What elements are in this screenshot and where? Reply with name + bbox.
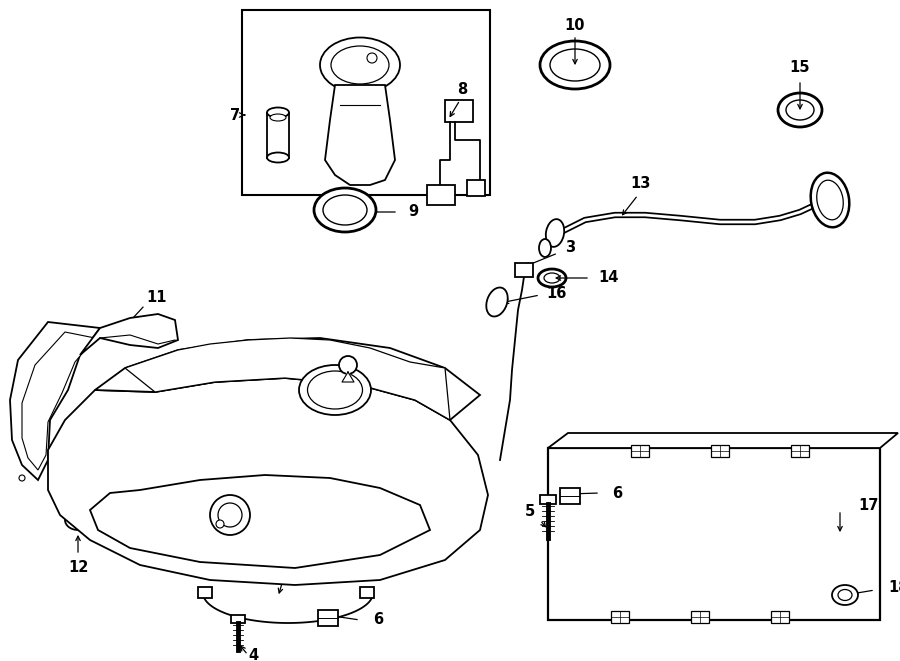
Text: 12: 12 xyxy=(68,559,88,574)
Ellipse shape xyxy=(811,173,850,227)
Text: 9: 9 xyxy=(408,204,418,219)
Polygon shape xyxy=(48,378,488,585)
Ellipse shape xyxy=(545,219,564,247)
Polygon shape xyxy=(325,85,395,185)
Circle shape xyxy=(210,495,250,535)
Ellipse shape xyxy=(320,38,400,93)
Text: 8: 8 xyxy=(457,83,467,98)
Polygon shape xyxy=(548,433,898,448)
Circle shape xyxy=(218,503,242,527)
Ellipse shape xyxy=(539,239,551,257)
Polygon shape xyxy=(95,338,480,420)
Polygon shape xyxy=(10,322,100,480)
Bar xyxy=(791,445,809,457)
Circle shape xyxy=(339,356,357,374)
Ellipse shape xyxy=(299,365,371,415)
Text: 14: 14 xyxy=(598,270,618,286)
Bar xyxy=(631,445,649,457)
Text: 1: 1 xyxy=(388,377,398,393)
Text: 16: 16 xyxy=(547,286,567,301)
Polygon shape xyxy=(125,338,450,420)
Bar xyxy=(515,263,533,277)
Text: 11: 11 xyxy=(147,290,167,305)
Ellipse shape xyxy=(65,510,91,530)
Ellipse shape xyxy=(308,371,363,409)
Text: 2: 2 xyxy=(280,555,290,570)
Bar xyxy=(611,611,629,623)
Polygon shape xyxy=(90,475,430,568)
Ellipse shape xyxy=(323,195,367,225)
Ellipse shape xyxy=(544,273,560,283)
Bar xyxy=(231,615,245,623)
Text: 13: 13 xyxy=(630,176,650,190)
Ellipse shape xyxy=(540,41,610,89)
Polygon shape xyxy=(80,314,178,355)
Ellipse shape xyxy=(314,188,376,232)
Ellipse shape xyxy=(538,269,566,287)
Text: 15: 15 xyxy=(790,61,810,75)
Bar xyxy=(560,488,580,504)
Bar xyxy=(548,448,880,620)
Circle shape xyxy=(216,520,224,528)
Polygon shape xyxy=(342,372,354,382)
Circle shape xyxy=(367,53,377,63)
Bar xyxy=(691,611,709,623)
Text: 7: 7 xyxy=(230,108,240,122)
Bar xyxy=(427,185,455,205)
Bar xyxy=(267,112,289,157)
Bar xyxy=(711,445,729,457)
Ellipse shape xyxy=(270,114,286,121)
Circle shape xyxy=(19,475,25,481)
Ellipse shape xyxy=(778,93,822,127)
Ellipse shape xyxy=(816,180,843,220)
Bar xyxy=(771,611,789,623)
Bar xyxy=(467,180,485,196)
Polygon shape xyxy=(22,332,95,470)
Bar xyxy=(242,10,490,195)
Text: 4: 4 xyxy=(248,648,258,661)
Bar xyxy=(360,587,374,598)
Text: 18: 18 xyxy=(888,580,900,596)
Ellipse shape xyxy=(267,108,289,118)
Ellipse shape xyxy=(838,590,852,600)
Bar xyxy=(198,587,212,598)
Text: 6: 6 xyxy=(373,613,383,627)
Bar xyxy=(318,610,338,626)
Ellipse shape xyxy=(832,585,858,605)
Text: 5: 5 xyxy=(525,504,535,520)
Bar xyxy=(445,100,473,122)
Ellipse shape xyxy=(550,49,600,81)
Ellipse shape xyxy=(267,153,289,163)
Ellipse shape xyxy=(71,514,85,525)
Ellipse shape xyxy=(331,46,389,84)
Bar xyxy=(540,495,556,504)
Text: 10: 10 xyxy=(565,17,585,32)
Ellipse shape xyxy=(786,100,814,120)
Ellipse shape xyxy=(486,288,508,317)
Text: 3: 3 xyxy=(565,241,575,256)
Text: 6: 6 xyxy=(612,485,622,500)
Text: 17: 17 xyxy=(858,498,878,512)
